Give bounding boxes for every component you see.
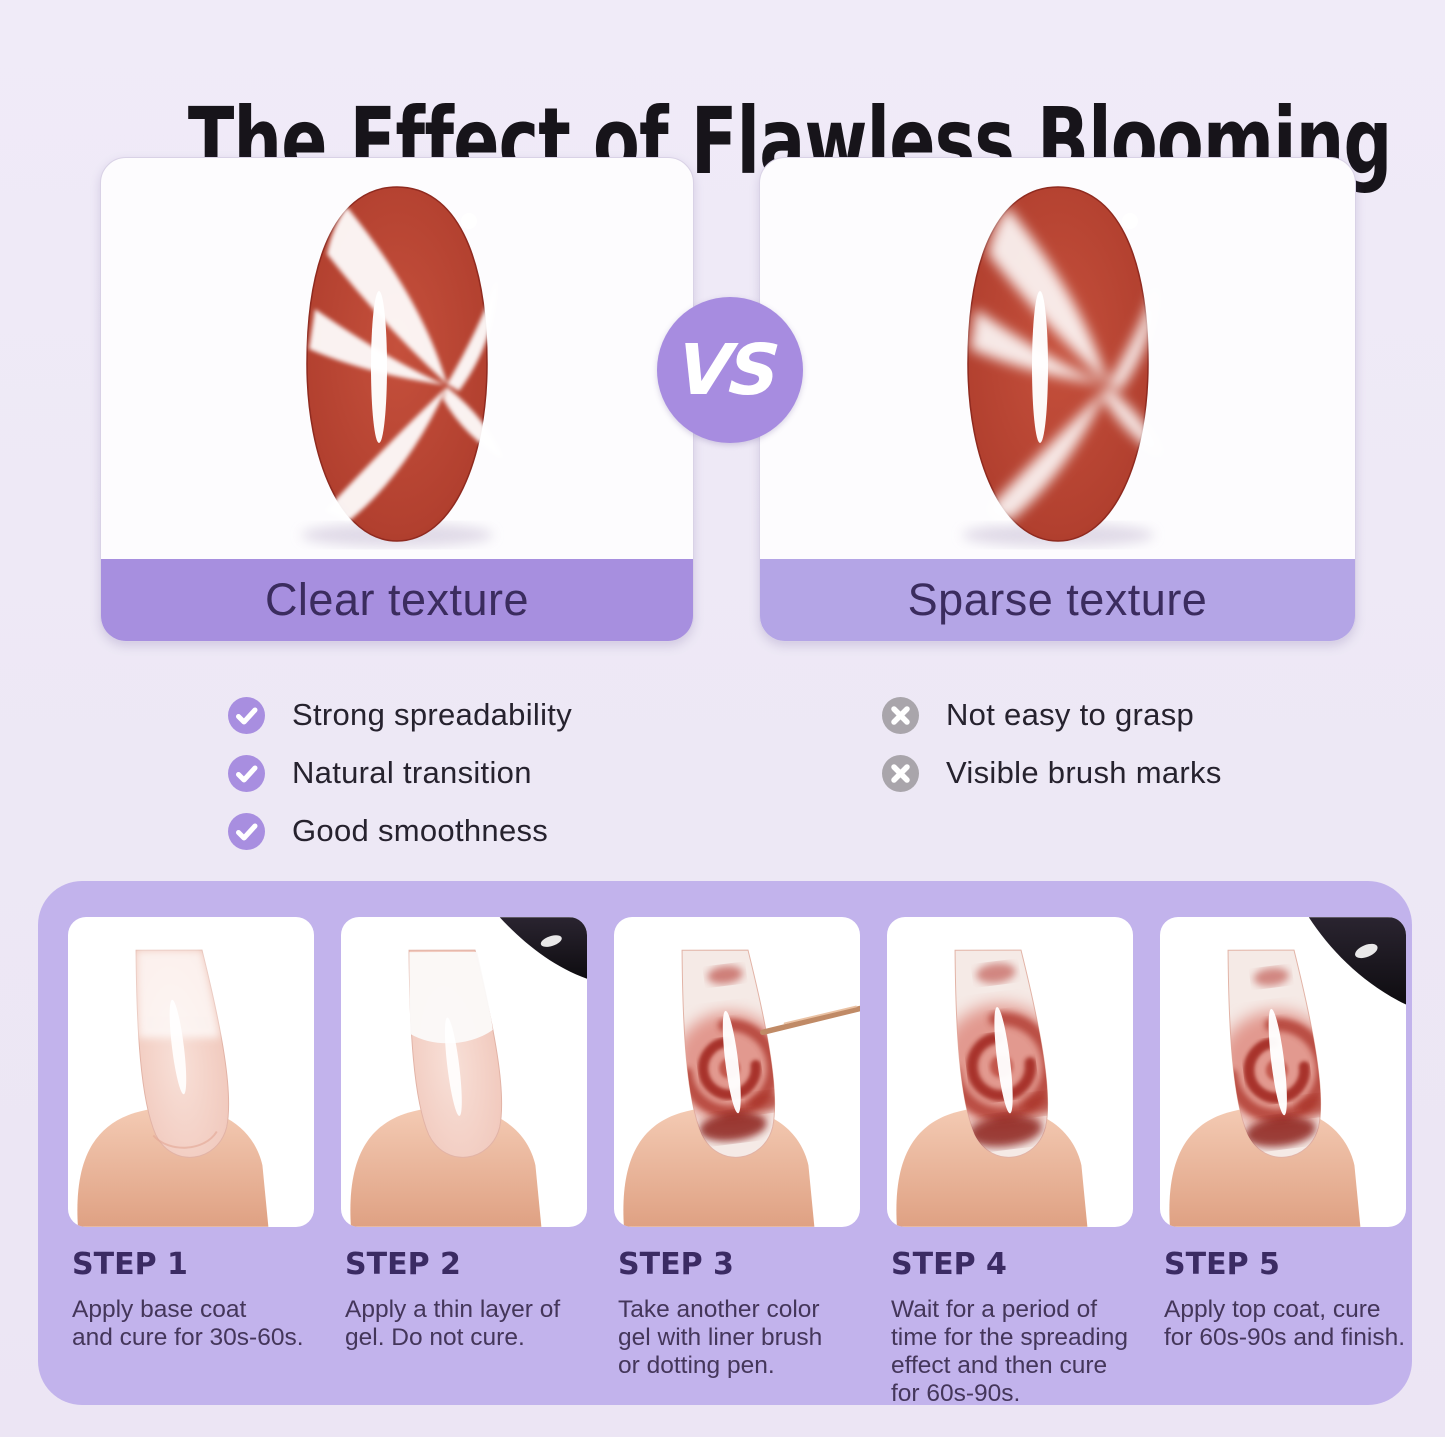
- step-description: Apply base coat and cure for 30s-60s.: [72, 1296, 304, 1351]
- step-5-photo: [1160, 917, 1406, 1227]
- step-description: Take another color gel with liner brush …: [618, 1296, 823, 1379]
- step-4: STEP 4 Wait for a period of time for the…: [887, 917, 1133, 1407]
- check-icon: [228, 754, 265, 792]
- list-item: Natural transition: [228, 744, 572, 802]
- nail-photo-sparse-texture: [760, 158, 1355, 559]
- vs-badge: VS: [657, 297, 803, 443]
- check-icon: [228, 812, 265, 850]
- cross-icon: [882, 754, 919, 792]
- pros-list: Strong spreadability Natural transition …: [228, 686, 572, 860]
- pro-point: Strong spreadability: [292, 697, 572, 732]
- bare-nail-photo: [77, 949, 269, 1227]
- gel-layer-photo: [350, 917, 587, 1227]
- pro-point: Good smoothness: [292, 813, 549, 848]
- step-label: STEP 3: [618, 1247, 734, 1282]
- clear-texture-nail-art: [301, 185, 503, 547]
- step-3: STEP 3 Take another color gel with liner…: [614, 917, 860, 1379]
- spreading-rose-photo: [896, 949, 1088, 1227]
- step-1: STEP 1 Apply base coat and cure for 30s-…: [68, 917, 314, 1369]
- sparse-texture-nail-art: [961, 185, 1164, 547]
- vs-label: VS: [674, 329, 780, 411]
- card-label: Sparse texture: [907, 574, 1208, 625]
- pro-point: Natural transition: [292, 755, 532, 790]
- list-item: Visible brush marks: [882, 744, 1222, 802]
- card-label-banner-sparse: Sparse texture: [760, 559, 1355, 641]
- list-item: Not easy to grasp: [882, 686, 1222, 744]
- step-description: Wait for a period of time for the spread…: [891, 1296, 1128, 1407]
- step-5: STEP 5 Apply top coat, cure for 60s-90s …: [1160, 917, 1406, 1369]
- step-3-photo: [614, 917, 860, 1227]
- step-1-photo: [68, 917, 314, 1227]
- card-label-banner-clear: Clear texture: [101, 559, 693, 641]
- step-description: Apply a thin layer of gel. Do not cure.: [345, 1296, 561, 1351]
- step-label: STEP 1: [72, 1247, 188, 1282]
- check-icon: [228, 696, 265, 734]
- step-label: STEP 4: [891, 1247, 1007, 1282]
- step-label: STEP 5: [1164, 1247, 1280, 1282]
- step-2-photo: [341, 917, 587, 1227]
- card-label: Clear texture: [264, 574, 530, 625]
- cons-list: Not easy to grasp Visible brush marks: [882, 686, 1222, 802]
- comparison-card-clear: Clear texture: [100, 157, 694, 642]
- comparison-card-sparse: Sparse texture: [759, 157, 1356, 642]
- step-description: Apply top coat, cure for 60s-90s and fin…: [1164, 1296, 1406, 1351]
- nail-photo-clear-texture: [101, 158, 693, 559]
- step-4-photo: [887, 917, 1133, 1227]
- step-label: STEP 2: [345, 1247, 461, 1282]
- list-item: Good smoothness: [228, 802, 572, 860]
- list-item: Strong spreadability: [228, 686, 572, 744]
- con-point: Not easy to grasp: [946, 697, 1195, 732]
- steps-panel: STEP 1 Apply base coat and cure for 30s-…: [38, 881, 1412, 1407]
- cross-icon: [882, 696, 919, 734]
- top-coat-photo: [1169, 917, 1406, 1227]
- rose-drawing-photo: [623, 949, 860, 1227]
- con-point: Visible brush marks: [946, 755, 1222, 790]
- step-2: STEP 2 Apply a thin layer of gel. Do not…: [341, 917, 587, 1369]
